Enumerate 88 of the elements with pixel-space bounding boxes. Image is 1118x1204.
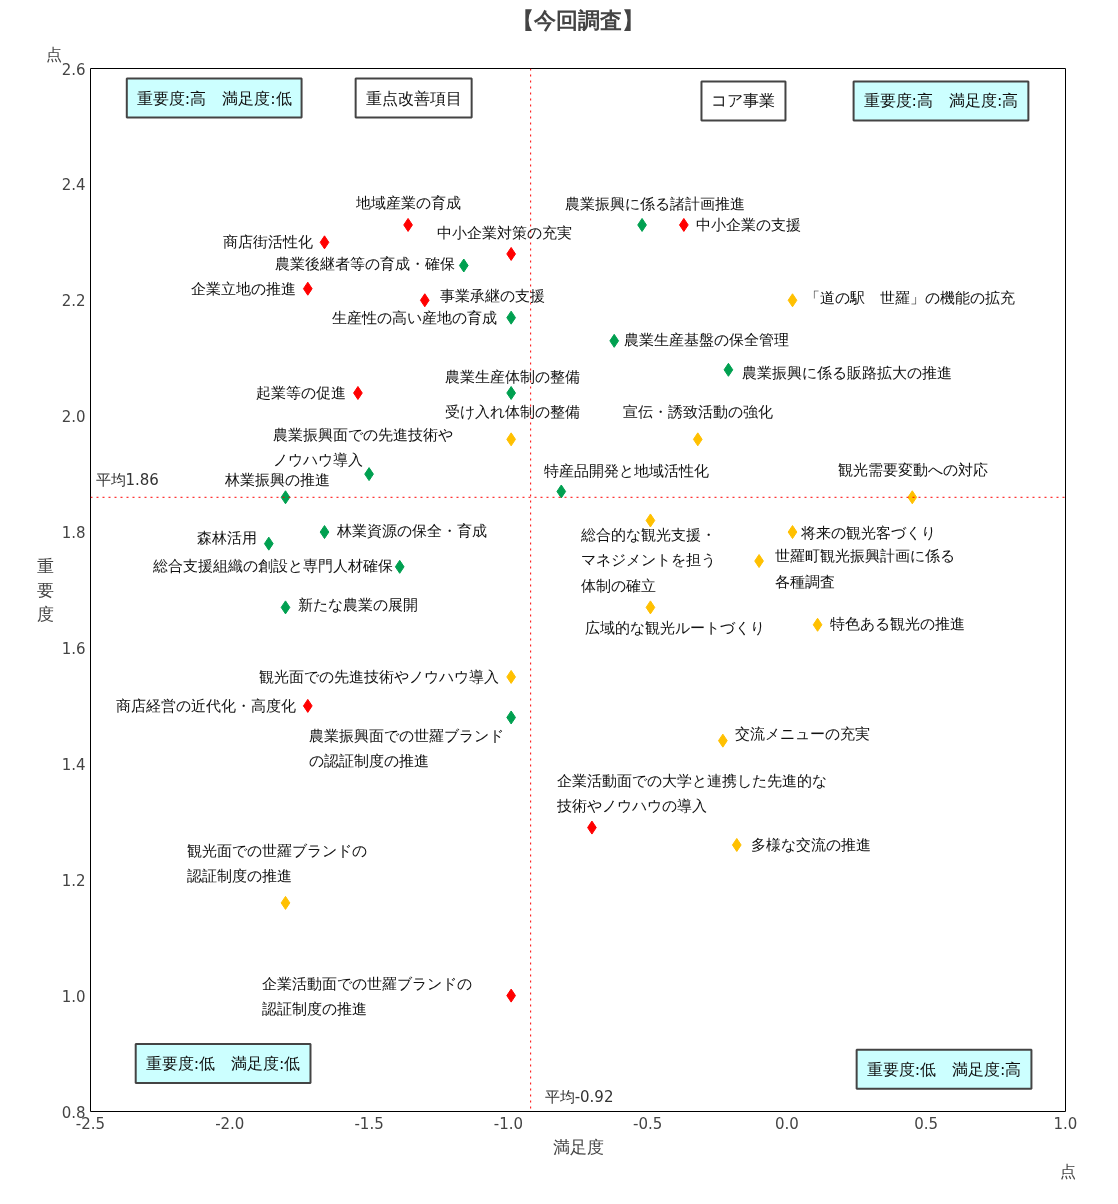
y-tick-label: 2.2 — [61, 292, 86, 311]
annotation: 重要度:低 満足度:高 — [866, 1059, 1022, 1079]
annotation: 将来の観光客づくり — [799, 524, 936, 543]
annotation: コア事業 — [711, 91, 776, 111]
annotation: 商店街活性化 — [222, 233, 313, 252]
chart-title: 【今回調査】 — [512, 7, 644, 33]
x-tick-label: -0.5 — [633, 1114, 663, 1133]
annotation: 農業後継者等の育成・確保 — [274, 254, 455, 273]
annotation: 重要度:高 満足度:低 — [136, 88, 292, 108]
annotation: 観光面での先進技術やノウハウ導入 — [259, 667, 500, 686]
point — [302, 281, 313, 296]
annotation: 多様な交流の推進 — [750, 835, 871, 854]
y-axis-title: 重要度 — [36, 556, 54, 624]
annotation: 総合支援組織の創設と専門人材確保 — [151, 556, 393, 575]
annotation: 「道の駅 世羅」の機能の拡充 — [804, 289, 1015, 308]
annotation: 新たな農業の展開 — [297, 596, 418, 615]
y-tick-label: 1.4 — [61, 755, 86, 774]
annotation: 企業活動面での世羅ブランドの認証制度の推進 — [262, 975, 473, 1019]
ref-line-label: 平均1.86 — [95, 471, 159, 490]
point — [609, 333, 620, 348]
annotation: 企業活動面での大学と連携した先進的な技術やノウハウの導入 — [555, 771, 827, 816]
annotation: 起業等の促進 — [255, 383, 346, 402]
annotation: 観光需要変動への対応 — [838, 461, 989, 480]
annotation: 重点改善項目 — [365, 88, 462, 108]
annotation: 総合的な観光支援・マネジメントを担う体制の確立 — [580, 526, 717, 595]
x-tick-label: -1.5 — [354, 1114, 384, 1133]
annotation: 特産品開発と地域活性化 — [543, 462, 709, 481]
y-tick-label: 1.8 — [61, 524, 86, 543]
point — [907, 490, 918, 505]
y-tick-label: 1.0 — [61, 987, 86, 1006]
point — [812, 617, 823, 632]
annotation: 観光面での世羅ブランドの認証制度の推進 — [186, 842, 367, 886]
annotation: 重要度:高 満足度:高 — [863, 91, 1019, 111]
point — [787, 525, 798, 540]
ref-line-label: 平均-0.92 — [544, 1087, 614, 1106]
annotation: 農業振興面での先進技術やノウハウ導入 — [273, 425, 454, 469]
annotation: 事業承継の支援 — [439, 287, 545, 306]
text: 点 — [1059, 1161, 1076, 1181]
point — [302, 698, 313, 713]
point — [263, 536, 274, 551]
y-tick-label: 1.6 — [61, 639, 86, 658]
x-tick-label: -1.0 — [493, 1114, 523, 1133]
annotation: 交流メニューの充実 — [734, 724, 870, 743]
x-tick-label: -2.0 — [215, 1114, 245, 1133]
annotation: 農業生産体制の整備 — [444, 367, 580, 386]
y-tick-label: 2.6 — [61, 60, 86, 79]
annotation: 宣伝・誘致活動の強化 — [622, 403, 773, 422]
point — [645, 600, 656, 615]
annotation: 企業立地の推進 — [190, 279, 296, 298]
point — [787, 293, 798, 308]
point — [394, 559, 405, 574]
point — [645, 513, 656, 528]
annotation: 重要度:低 満足度:低 — [145, 1053, 301, 1073]
annotation: 農業振興に係る諸計画推進 — [565, 194, 746, 213]
annotation: 中小企業の支援 — [695, 215, 801, 234]
point — [692, 432, 703, 447]
annotation: 中小企業対策の充実 — [436, 223, 572, 242]
point — [556, 484, 567, 499]
annotation: 森林活用 — [196, 528, 257, 547]
annotation: 商店経営の近代化・高度化 — [115, 696, 296, 715]
annotation: 受け入れ体制の整備 — [444, 403, 580, 422]
y-tick-label: 1.2 — [61, 871, 86, 890]
x-tick-label: 0.0 — [775, 1114, 799, 1133]
annotation: 林業資源の保全・育成 — [335, 522, 487, 541]
annotation: 地域産業の育成 — [354, 193, 461, 212]
x-tick-label: 0.5 — [914, 1114, 939, 1133]
annotation: 農業振興に係る販路拡大の推進 — [742, 363, 953, 382]
annotation: 生産性の高い産地の育成 — [332, 308, 498, 327]
point — [458, 258, 469, 273]
y-tick-label: 2.0 — [61, 408, 86, 427]
annotation: 広域的な観光ルートづくり — [585, 619, 766, 638]
text: 点 — [45, 44, 62, 64]
point — [280, 895, 291, 910]
x-tick-label: 1.0 — [1053, 1114, 1078, 1133]
point — [319, 525, 330, 540]
annotation: 林業振興の推進 — [224, 471, 330, 490]
annotation: 農業振興面での世羅ブランドの認証制度の推進 — [309, 726, 505, 771]
point — [419, 293, 430, 308]
point — [280, 600, 291, 615]
annotation: 世羅町観光振興計画に係る各種調査 — [775, 547, 956, 591]
point — [731, 837, 742, 852]
annotation: 農業生産基盤の保全管理 — [624, 330, 790, 349]
point — [280, 490, 291, 505]
point — [319, 235, 330, 250]
x-axis-title: 満足度 — [552, 1136, 604, 1157]
annotation: 特色ある観光の推進 — [829, 614, 965, 633]
y-tick-label: 2.4 — [61, 176, 86, 195]
point — [723, 362, 734, 377]
